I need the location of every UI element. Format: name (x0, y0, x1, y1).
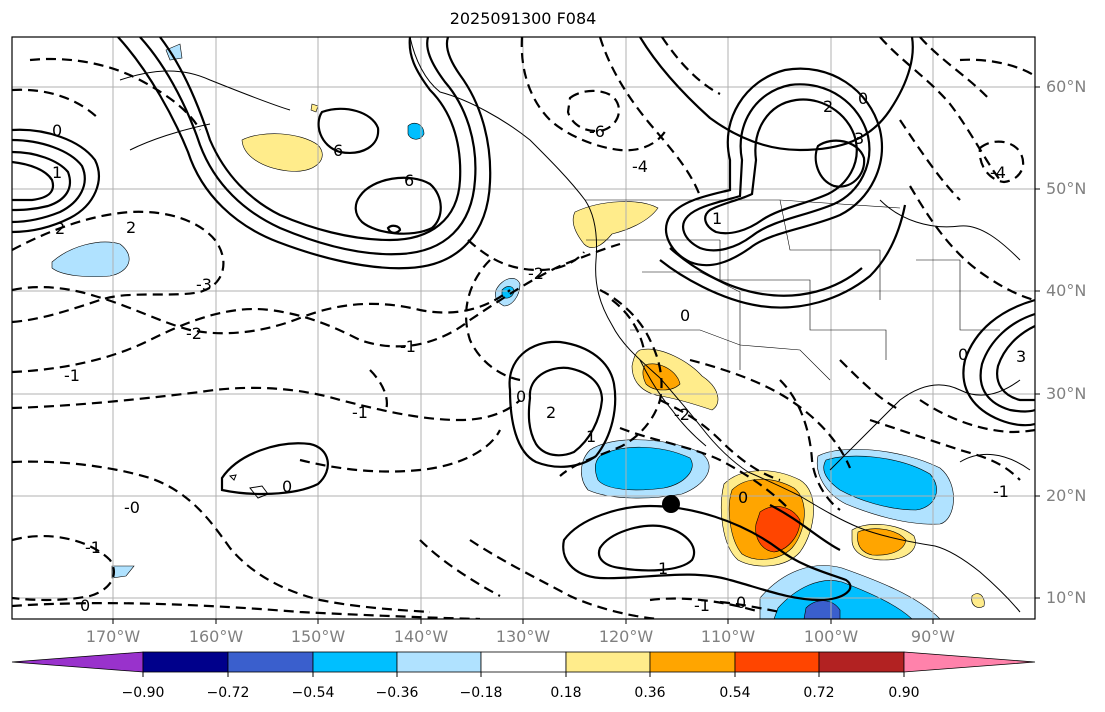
contour-label: 2 (55, 219, 65, 238)
contour-label: -1 (352, 403, 368, 422)
shaded-anomaly-areas (51, 43, 985, 619)
contour-label: 0 (736, 593, 746, 612)
positive-anomaly-area (241, 133, 323, 172)
contour-label: 0 (958, 345, 968, 364)
colorbar-tick-label: 0.90 (888, 685, 920, 701)
lon-label: 170°W (85, 627, 141, 646)
colorbar-tick-label: 0.72 (803, 685, 835, 701)
colorbar-extend-high (903, 651, 1036, 673)
contour-label: 0 (858, 89, 868, 108)
contour-label: -1 (85, 538, 101, 557)
lon-label: 110°W (700, 627, 756, 646)
negative-anomaly-area (111, 565, 135, 579)
positive-anomaly-area (310, 103, 319, 113)
colorbar-segment (396, 651, 482, 673)
axis-ticks (112, 86, 1040, 624)
contour-label: -1 (64, 366, 80, 385)
colorbar-segment (227, 651, 314, 673)
colorbar-ticks (142, 672, 905, 677)
contour-label: -4 (632, 157, 648, 176)
colorbar-tick-label: 0.18 (550, 685, 582, 701)
lon-label: 150°W (290, 627, 346, 646)
contour-label: 3 (1016, 347, 1026, 366)
contour-label: -1 (993, 482, 1009, 501)
contour-label: -1 (694, 596, 710, 615)
lat-label: 40°N (1046, 281, 1087, 300)
contour-label: 0 (680, 306, 690, 325)
colorbar-segment (565, 651, 651, 673)
colorbar-segment (142, 651, 229, 673)
negative-anomaly-area (165, 43, 183, 61)
dashed-contours (12, 37, 1035, 619)
contour-label: -6 (589, 122, 605, 141)
positive-anomaly-area (971, 593, 985, 608)
contour-label: -4 (990, 163, 1006, 182)
contour-label: 6 (333, 141, 343, 160)
contour-label: 1 (658, 559, 668, 578)
contour-label: 6 (404, 171, 414, 190)
contour-label: 0 (52, 121, 62, 140)
contour-label: 0 (282, 477, 292, 496)
colorbar-segment (649, 651, 736, 673)
lon-label: 90°W (910, 627, 956, 646)
contour-label: -2 (186, 324, 202, 343)
colorbar-tick-label: 0.36 (634, 685, 666, 701)
negative-anomaly-area (51, 241, 130, 278)
lon-label: 130°W (495, 627, 551, 646)
contour-label: 0 (516, 387, 526, 406)
colorbar-segment (734, 651, 820, 673)
location-marker (662, 495, 680, 513)
contour-label: 2 (823, 97, 833, 116)
lat-label: 20°N (1046, 486, 1087, 505)
colorbar-tick-label: −0.36 (375, 685, 419, 701)
contour-label: -1 (400, 337, 416, 356)
contour-label: 1 (712, 209, 722, 228)
contour-label: -0 (124, 498, 140, 517)
positive-anomaly-area (572, 201, 659, 248)
colorbar-tick-label: −0.72 (206, 685, 250, 701)
contour-labels: 0 1 2 -1 6 6 2 -3 -2 -1 0 -1 -0 2 -1 0 0… (52, 89, 1026, 615)
contour-label: 2 (546, 403, 556, 422)
colorbar-segment (480, 651, 567, 673)
contour-label: 1 (586, 427, 596, 446)
solid-contours (12, 37, 1035, 602)
colorbar-tick-label: −0.54 (291, 685, 335, 701)
contour-label: -3 (196, 275, 212, 294)
contour-label: 3 (854, 129, 864, 148)
colorbar-segment (818, 651, 905, 673)
contour-label: -2 (674, 405, 690, 424)
lon-label: 160°W (188, 627, 244, 646)
lat-label: 10°N (1046, 588, 1087, 607)
colorbar-tick-label: −0.18 (459, 685, 503, 701)
colorbar-tick-label: 0.54 (719, 685, 751, 701)
negative-anomaly-area (594, 446, 693, 491)
lon-label: 140°W (393, 627, 449, 646)
lon-label: 120°W (598, 627, 654, 646)
contour-label: 1 (52, 163, 62, 182)
map-title: 2025091300 F084 (449, 9, 597, 28)
negative-anomaly-area (823, 455, 937, 511)
lon-label: 100°W (803, 627, 859, 646)
lat-label: 60°N (1046, 77, 1087, 96)
contour-label: 2 (126, 218, 136, 237)
positive-anomaly-area (857, 528, 907, 556)
colorbar (11, 651, 1036, 673)
colorbar-tick-label: −0.90 (121, 685, 165, 701)
lat-label: 50°N (1046, 179, 1087, 198)
lat-label: 30°N (1046, 384, 1087, 403)
contour-label: 0 (80, 596, 90, 615)
colorbar-segment (312, 651, 398, 673)
contour-label: 0 (738, 488, 748, 507)
colorbar-extend-low (11, 651, 144, 673)
contour-label: -2 (528, 264, 544, 283)
negative-anomaly-area (407, 122, 425, 140)
